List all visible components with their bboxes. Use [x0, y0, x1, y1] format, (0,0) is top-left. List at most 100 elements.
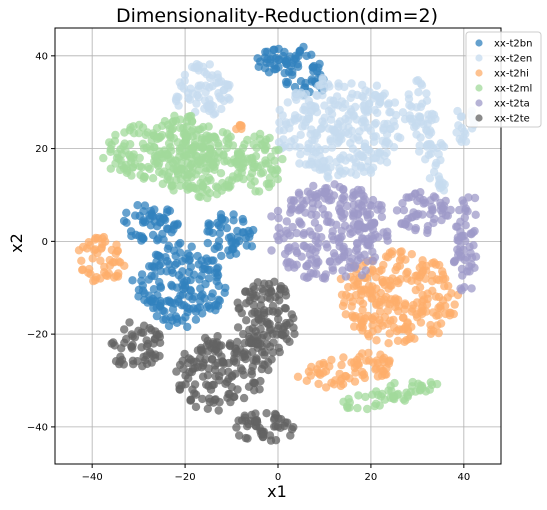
data-point — [183, 307, 192, 317]
data-point — [365, 210, 375, 219]
data-point — [441, 196, 450, 206]
data-point — [208, 289, 217, 298]
data-point — [412, 119, 421, 128]
data-point — [240, 339, 249, 348]
data-point — [182, 276, 191, 285]
data-point — [428, 205, 437, 214]
data-point — [266, 59, 275, 68]
data-point — [314, 239, 323, 248]
data-point — [271, 436, 281, 445]
data-point — [210, 165, 219, 174]
data-point — [336, 381, 346, 391]
data-point — [208, 149, 218, 158]
data-point — [461, 137, 471, 146]
data-point — [187, 127, 196, 136]
data-point — [204, 173, 214, 183]
data-point — [276, 285, 285, 294]
data-point — [316, 370, 325, 379]
data-point — [260, 360, 269, 370]
data-point — [211, 109, 220, 118]
data-point — [454, 250, 463, 260]
data-point — [197, 256, 206, 265]
data-point — [169, 225, 178, 234]
data-point — [467, 260, 476, 269]
data-point — [213, 183, 222, 192]
data-point — [153, 236, 162, 245]
data-point — [384, 284, 393, 293]
data-point — [434, 275, 444, 285]
data-point — [339, 184, 348, 194]
data-point — [296, 88, 306, 97]
data-point — [135, 153, 144, 163]
data-point — [164, 321, 174, 331]
data-point — [238, 366, 247, 375]
data-point — [357, 202, 367, 211]
legend-marker — [475, 54, 483, 62]
data-point — [145, 164, 154, 174]
data-point — [201, 88, 210, 97]
data-point — [416, 79, 426, 88]
legend-label: xx-t2hi — [494, 69, 529, 80]
data-point — [380, 353, 389, 362]
data-point — [179, 301, 189, 310]
data-point — [271, 422, 280, 431]
data-point — [325, 155, 334, 164]
data-point — [461, 204, 470, 213]
data-point — [344, 282, 353, 292]
data-point — [334, 82, 343, 91]
data-point — [364, 348, 373, 358]
data-point — [265, 307, 274, 316]
data-point — [425, 174, 435, 183]
data-point — [309, 181, 318, 191]
data-point — [204, 364, 213, 373]
data-point — [392, 206, 402, 215]
data-point — [383, 227, 392, 236]
data-point — [436, 319, 446, 328]
data-point — [235, 121, 244, 130]
data-point — [340, 298, 349, 307]
data-point — [327, 143, 337, 152]
data-point — [191, 315, 201, 324]
data-point — [274, 213, 283, 223]
series-xx-t2hi — [74, 120, 463, 392]
data-point — [240, 348, 249, 357]
data-point — [411, 387, 420, 396]
data-point — [404, 193, 413, 202]
data-point — [450, 300, 459, 309]
data-point — [188, 364, 198, 373]
data-point — [302, 196, 311, 205]
data-point — [332, 92, 342, 101]
data-point — [181, 150, 191, 159]
data-point — [393, 336, 403, 345]
data-point — [209, 256, 218, 265]
data-point — [358, 305, 367, 315]
x-tick-label: 20 — [365, 472, 378, 483]
data-point — [304, 96, 313, 106]
data-point — [137, 276, 146, 285]
data-point — [264, 288, 273, 297]
data-point — [249, 140, 258, 149]
data-point — [444, 281, 453, 291]
data-point — [453, 233, 463, 242]
data-point — [290, 329, 299, 339]
data-point — [172, 367, 181, 376]
data-point — [120, 338, 129, 347]
data-point — [130, 159, 140, 168]
data-point — [318, 117, 327, 126]
data-point — [427, 270, 437, 280]
data-point — [343, 201, 352, 211]
data-point — [107, 339, 116, 348]
y-tick-label: 20 — [35, 144, 48, 155]
data-point — [430, 214, 439, 224]
data-point — [364, 332, 374, 341]
data-point — [312, 259, 321, 268]
data-point — [199, 62, 208, 72]
data-point — [205, 60, 214, 69]
data-point — [370, 312, 380, 321]
data-point — [361, 392, 370, 402]
data-point — [339, 353, 348, 362]
data-point — [133, 201, 142, 210]
data-point — [358, 152, 367, 161]
x-tick-label: 40 — [457, 472, 470, 483]
data-point — [312, 269, 321, 279]
